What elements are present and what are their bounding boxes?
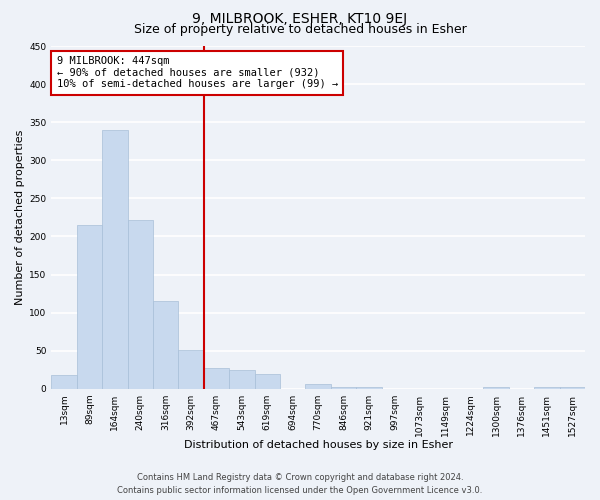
Bar (77, 225, 102, 389)
Y-axis label: Number of detached properties: Number of detached properties (15, 130, 25, 305)
Text: Contains HM Land Registry data © Crown copyright and database right 2024.
Contai: Contains HM Land Registry data © Crown c… (118, 474, 482, 495)
Bar (128, 220, 153, 389)
Bar (229, 370, 254, 389)
Bar (534, 388, 560, 389)
Bar (204, 368, 229, 389)
Bar (331, 388, 356, 389)
Bar (484, 388, 509, 389)
Bar (153, 301, 178, 389)
Bar (51, 375, 77, 389)
Bar (356, 388, 382, 389)
Bar (254, 374, 280, 389)
Bar (102, 130, 128, 389)
Bar (305, 384, 331, 389)
X-axis label: Distribution of detached houses by size in Esher: Distribution of detached houses by size … (184, 440, 452, 450)
Text: 9 MILBROOK: 447sqm
← 90% of detached houses are smaller (932)
10% of semi-detach: 9 MILBROOK: 447sqm ← 90% of detached hou… (56, 56, 338, 90)
Text: Size of property relative to detached houses in Esher: Size of property relative to detached ho… (134, 22, 466, 36)
Bar (178, 350, 204, 389)
Bar (560, 388, 585, 389)
Text: 9, MILBROOK, ESHER, KT10 9EJ: 9, MILBROOK, ESHER, KT10 9EJ (193, 12, 407, 26)
